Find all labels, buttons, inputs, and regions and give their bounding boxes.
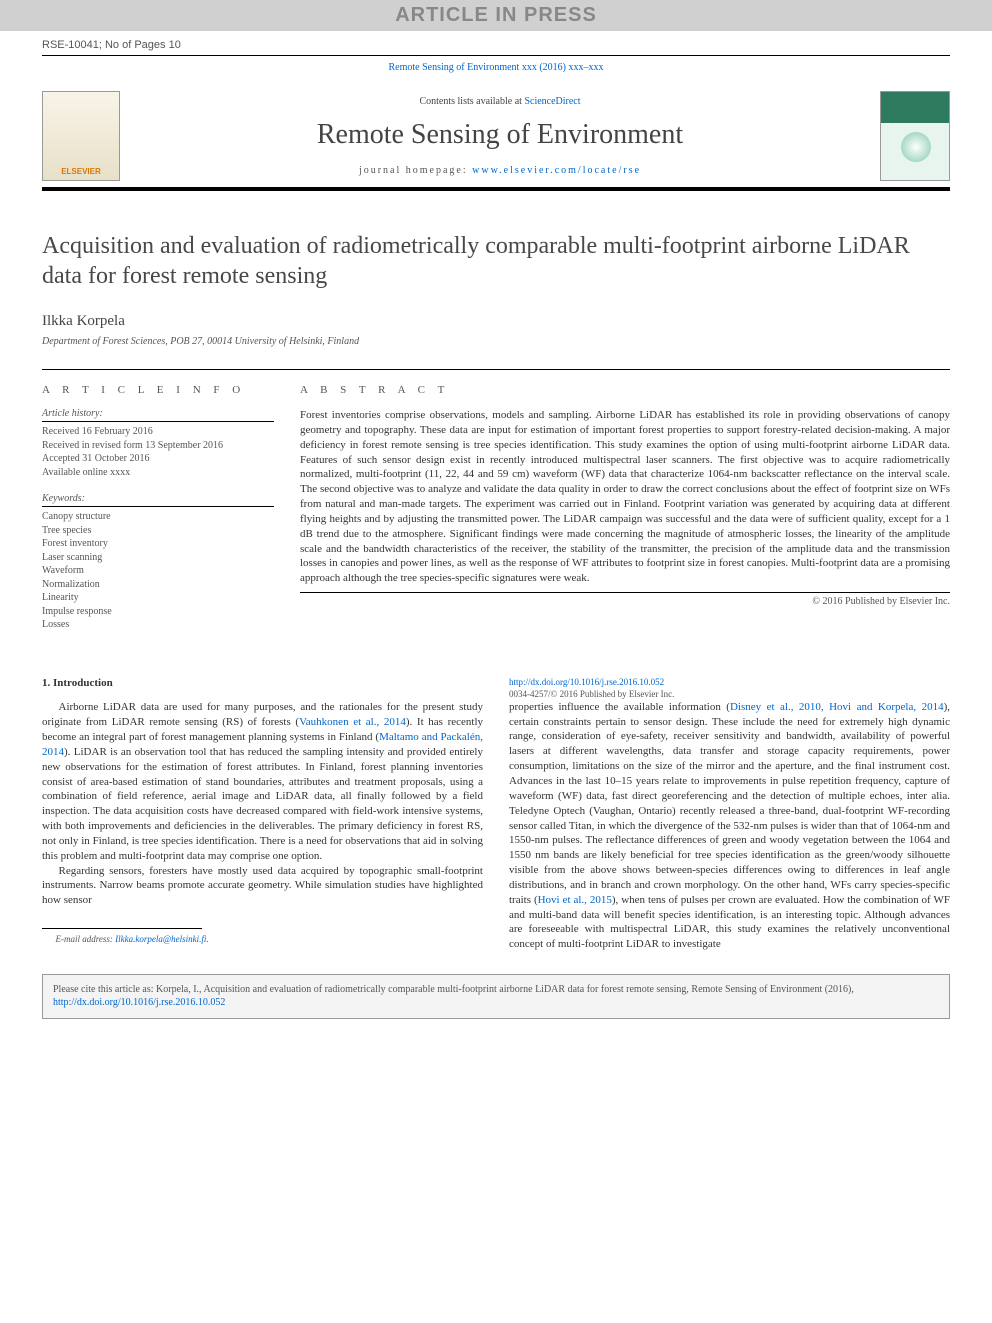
issn-copyright: 0034-4257/© 2016 Published by Elsevier I… [509, 689, 674, 699]
abstract-column: A B S T R A C T Forest inventories compr… [300, 369, 950, 646]
author-name: Ilkka Korpela [42, 313, 950, 330]
affiliation: Department of Forest Sciences, POB 27, 0… [42, 336, 950, 347]
col2-continuation: properties influence the available infor… [509, 700, 950, 952]
keyword: Impulse response [42, 605, 274, 619]
abstract-heading: A B S T R A C T [300, 384, 950, 396]
keyword: Canopy structure [42, 510, 274, 524]
homepage-prefix: journal homepage: [359, 165, 472, 176]
keyword: Waveform [42, 564, 274, 578]
keyword: Losses [42, 618, 274, 632]
history-line: Accepted 31 October 2016 [42, 452, 274, 466]
col2-text: ), certain constraints pertain to sensor… [509, 701, 950, 906]
article-info-heading: A R T I C L E I N F O [42, 384, 274, 396]
reference-line: RSE-10041; No of Pages 10 [0, 31, 992, 55]
email-footnote: E-mail address: Ilkka.korpela@helsinki.f… [42, 933, 483, 945]
keywords-heading: Keywords: [42, 493, 274, 507]
history-line: Available online xxxx [42, 466, 274, 480]
intro-paragraph: Regarding sensors, foresters have mostly… [42, 864, 483, 909]
keywords-list: Canopy structure Tree species Forest inv… [42, 510, 274, 632]
homepage-link[interactable]: www.elsevier.com/locate/rse [472, 165, 641, 176]
doi-block: http://dx.doi.org/10.1016/j.rse.2016.10.… [509, 676, 950, 700]
citation-link[interactable]: Hovi et al., 2015 [538, 894, 612, 906]
article-title: Acquisition and evaluation of radiometri… [42, 231, 950, 291]
abstract-body: Forest inventories comprise observations… [300, 408, 950, 593]
contents-prefix: Contents lists available at [419, 96, 524, 107]
journal-header-block: ELSEVIER Contents lists available at Sci… [42, 83, 950, 191]
email-link[interactable]: Ilkka.korpela@helsinki.fi [115, 934, 206, 944]
intro-paragraph: Airborne LiDAR data are used for many pu… [42, 700, 483, 863]
article-in-press-banner: ARTICLE IN PRESS [0, 0, 992, 31]
sciencedirect-link[interactable]: ScienceDirect [524, 96, 580, 107]
section-heading-intro: 1. Introduction [42, 676, 483, 691]
elsevier-logo: ELSEVIER [42, 91, 120, 181]
journal-homepage: journal homepage: www.elsevier.com/locat… [120, 165, 880, 176]
please-cite-box: Please cite this article as: Korpela, I.… [42, 974, 950, 1019]
journal-cover-thumb [880, 91, 950, 181]
keyword: Linearity [42, 591, 274, 605]
keyword: Normalization [42, 578, 274, 592]
keyword: Tree species [42, 524, 274, 538]
contents-lists-text: Contents lists available at ScienceDirec… [120, 96, 880, 107]
doi-link[interactable]: http://dx.doi.org/10.1016/j.rse.2016.10.… [509, 677, 664, 687]
journal-citation: Remote Sensing of Environment xxx (2016)… [42, 55, 950, 83]
citation-link[interactable]: Disney et al., 2010, Hovi and Korpela, 2… [730, 701, 944, 713]
cite-box-doi-link[interactable]: http://dx.doi.org/10.1016/j.rse.2016.10.… [53, 997, 225, 1008]
history-line: Received in revised form 13 September 20… [42, 439, 274, 453]
cite-box-text: Please cite this article as: Korpela, I.… [53, 984, 854, 995]
keyword: Forest inventory [42, 537, 274, 551]
journal-citation-link[interactable]: Remote Sensing of Environment xxx (2016)… [389, 62, 604, 73]
article-history-heading: Article history: [42, 408, 274, 422]
intro-text: ). LiDAR is an observation tool that has… [42, 746, 483, 862]
col2-text: properties influence the available infor… [509, 701, 730, 713]
history-line: Received 16 February 2016 [42, 425, 274, 439]
citation-link[interactable]: Vauhkonen et al., 2014 [299, 716, 406, 728]
article-info-column: A R T I C L E I N F O Article history: R… [42, 369, 274, 646]
copyright-line: © 2016 Published by Elsevier Inc. [300, 596, 950, 607]
email-label: E-mail address: [56, 934, 116, 944]
journal-name: Remote Sensing of Environment [120, 119, 880, 151]
keyword: Laser scanning [42, 551, 274, 565]
main-text-columns: 1. Introduction Airborne LiDAR data are … [42, 676, 950, 958]
